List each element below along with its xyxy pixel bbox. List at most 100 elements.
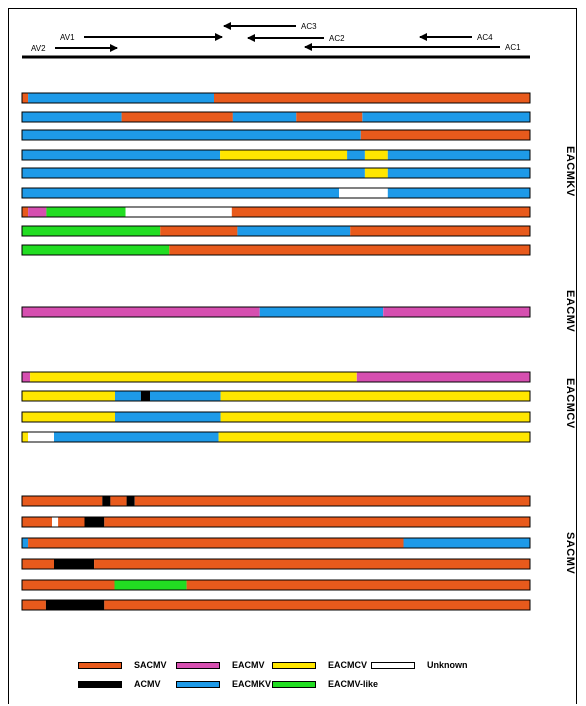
figure-border bbox=[8, 8, 577, 704]
group-eacmv bbox=[21, 306, 531, 318]
segment-acmv bbox=[45, 600, 105, 610]
legend-swatch-unknown bbox=[371, 661, 415, 669]
segment-eacmv-like bbox=[22, 245, 170, 255]
recombinant-bar bbox=[21, 111, 531, 123]
recombinant-bar bbox=[21, 495, 531, 507]
segment-eacmcv bbox=[218, 432, 530, 442]
segment-acmv bbox=[84, 517, 105, 527]
segment-acmv bbox=[140, 391, 150, 401]
recombinant-bar bbox=[21, 411, 531, 423]
recombinant-bar bbox=[21, 149, 531, 161]
recombinant-bar bbox=[21, 431, 531, 443]
bar-outline bbox=[21, 495, 531, 507]
segment-eacmkv bbox=[259, 307, 384, 317]
segment-eacmcv bbox=[22, 432, 29, 442]
segment-eacmkv bbox=[115, 412, 221, 422]
legend-item-unknown: Unknown bbox=[371, 660, 468, 670]
legend-swatch-eacmv-like bbox=[272, 680, 316, 688]
recombinant-bar bbox=[21, 244, 531, 256]
segment-unknown bbox=[28, 432, 54, 442]
legend-label-eacmv-like: EACMV-like bbox=[328, 679, 379, 689]
segment-sacmv bbox=[22, 600, 46, 610]
recombinant-bar bbox=[21, 167, 531, 179]
legend-item-eacmv-like: EACMV-like bbox=[272, 679, 378, 689]
bar-outline bbox=[21, 92, 531, 104]
recombinant-bar bbox=[21, 599, 531, 611]
legend-item-eacmv: EACMV bbox=[176, 660, 265, 670]
bar-outline bbox=[21, 111, 531, 123]
bar-outline bbox=[21, 411, 531, 423]
legend-item-acmv: ACMV bbox=[78, 679, 161, 689]
segment-sacmv bbox=[350, 226, 530, 236]
segment-sacmv bbox=[110, 496, 127, 506]
group-label-sacmv: SACMV bbox=[564, 532, 576, 575]
group-label-eacmkv: EACMKV bbox=[564, 146, 576, 197]
segment-eacmkv bbox=[232, 112, 297, 122]
segment-eacmkv bbox=[403, 538, 530, 548]
legend-label-eacmkv: EACMKV bbox=[232, 679, 272, 689]
segment-sacmv bbox=[94, 559, 530, 569]
bar-outline bbox=[21, 306, 531, 318]
segment-eacmkv bbox=[22, 538, 29, 548]
segment-eacmkv bbox=[22, 130, 361, 140]
legend-item-eacmkv: EACMKV bbox=[176, 679, 271, 689]
segment-eacmv bbox=[28, 207, 47, 217]
legend-swatch-sacmv bbox=[78, 661, 122, 669]
segment-sacmv bbox=[104, 517, 531, 527]
arrow-ac3-label: AC3 bbox=[301, 22, 317, 31]
segment-eacmkv bbox=[22, 150, 221, 160]
segment-eacmcv bbox=[220, 150, 348, 160]
segment-eacmkv bbox=[362, 112, 530, 122]
bar-outline bbox=[21, 149, 531, 161]
segment-sacmv bbox=[22, 496, 103, 506]
segment-eacmcv bbox=[220, 412, 530, 422]
segment-eacmkv bbox=[387, 150, 530, 160]
group-eacmcv bbox=[21, 371, 531, 443]
segment-unknown bbox=[339, 188, 388, 198]
recombinant-bar bbox=[21, 129, 531, 141]
bar-outline bbox=[21, 129, 531, 141]
segment-eacmv bbox=[22, 372, 31, 382]
segment-eacmv-like bbox=[46, 207, 126, 217]
segment-eacmkv bbox=[347, 150, 365, 160]
segment-eacmkv bbox=[150, 391, 221, 401]
recombinant-bar bbox=[21, 306, 531, 318]
segment-eacmkv bbox=[22, 188, 339, 198]
recombinant-bar bbox=[21, 579, 531, 591]
segment-sacmv bbox=[104, 600, 531, 610]
segment-sacmv bbox=[28, 538, 404, 548]
segment-eacmkv bbox=[237, 226, 351, 236]
arrow-av2-label: AV2 bbox=[31, 44, 46, 53]
recombinant-bar bbox=[21, 225, 531, 237]
segment-unknown bbox=[52, 517, 59, 527]
segment-eacmkv bbox=[54, 432, 219, 442]
bar-outline bbox=[21, 599, 531, 611]
legend-label-acmv: ACMV bbox=[134, 679, 161, 689]
segment-eacmkv bbox=[22, 112, 122, 122]
group-sacmv bbox=[21, 495, 531, 611]
legend-label-eacmcv: EACMCV bbox=[328, 660, 368, 670]
segment-eacmv-like bbox=[114, 580, 187, 590]
recombinant-bar bbox=[21, 558, 531, 570]
segment-sacmv bbox=[121, 112, 233, 122]
arrow-ac1-label: AC1 bbox=[505, 43, 521, 52]
segment-sacmv bbox=[58, 517, 85, 527]
segment-sacmv bbox=[169, 245, 531, 255]
bar-outline bbox=[21, 516, 531, 528]
legend-swatch-eacmcv bbox=[272, 661, 316, 669]
segment-eacmkv bbox=[22, 168, 365, 178]
legend-swatch-eacmkv bbox=[176, 680, 220, 688]
bar-outline bbox=[21, 390, 531, 402]
arrow-ac4-label: AC4 bbox=[477, 33, 493, 42]
legend-swatch-eacmv bbox=[176, 661, 220, 669]
legend-label-sacmv: SACMV bbox=[134, 660, 167, 670]
segment-acmv bbox=[102, 496, 111, 506]
segment-sacmv bbox=[296, 112, 363, 122]
segment-sacmv bbox=[186, 580, 530, 590]
segment-eacmcv bbox=[30, 372, 357, 382]
segment-sacmv bbox=[22, 580, 115, 590]
segment-unknown bbox=[125, 207, 232, 217]
segment-sacmv bbox=[231, 207, 531, 217]
segment-eacmcv bbox=[22, 391, 115, 401]
bar-outline bbox=[21, 579, 531, 591]
